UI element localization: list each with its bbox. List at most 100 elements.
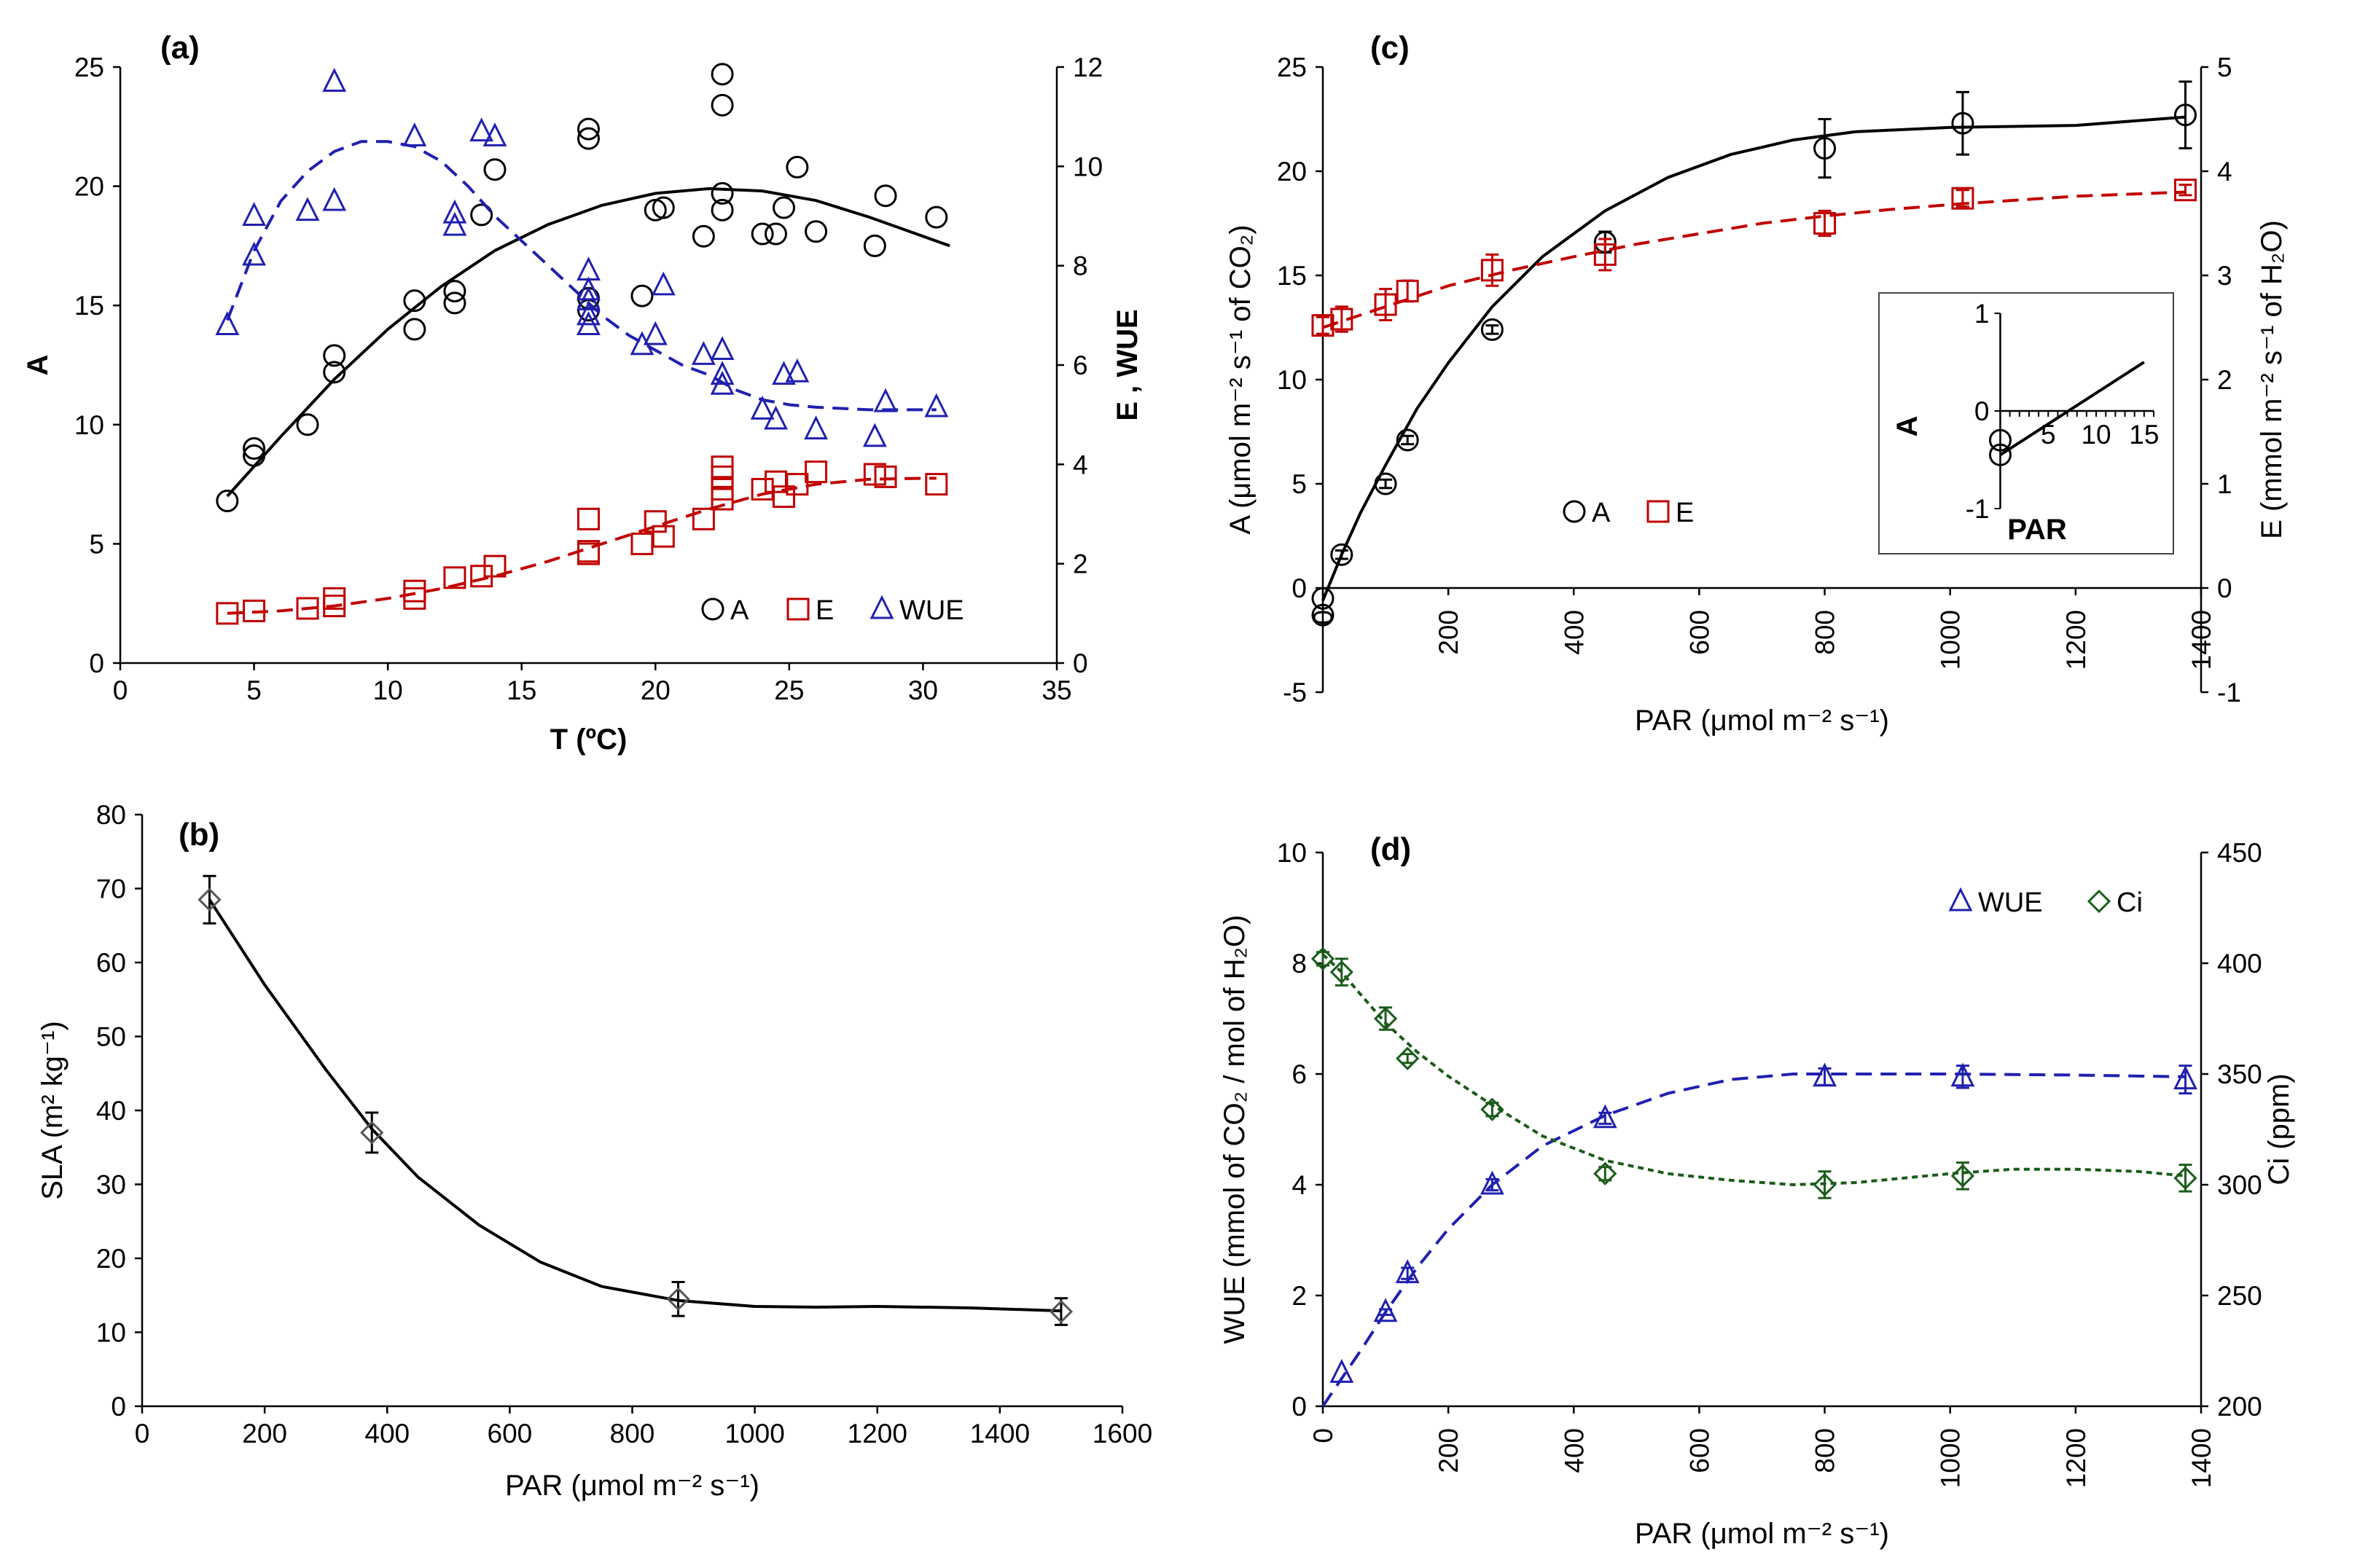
data-point-WUE (764, 405, 788, 430)
x-tick-label: 1400 (2187, 1428, 2216, 1488)
y-tick-label-left: 4 (1291, 1170, 1307, 1200)
y-tick-label: 0 (111, 1392, 126, 1422)
data-point-WUE (482, 122, 507, 146)
x-tick-label: 200 (1434, 610, 1463, 655)
data-point-E (1374, 293, 1397, 316)
data-point-A (403, 318, 426, 341)
data-point-A (483, 158, 507, 181)
data-point-Ci (1329, 960, 1353, 984)
y-tick-label-right: -1 (2217, 678, 2241, 707)
y-tick-label-right: 200 (2217, 1392, 2262, 1422)
data-point-Ci (1310, 946, 1335, 971)
inset-y-title: A (1891, 416, 1923, 437)
data-point-E (296, 597, 319, 620)
y-tick-label-right: 4 (2217, 157, 2232, 187)
data-point-E (1813, 212, 1837, 235)
inset-data-point (1988, 428, 2012, 452)
y-axis-title-right: Ci (ppm) (2263, 1073, 2295, 1185)
panel-label: (b) (179, 817, 219, 852)
legend-marker-A (701, 597, 724, 621)
data-point-WUE (577, 256, 601, 281)
data-point-WUE (242, 241, 266, 266)
x-axis-title: PAR (μmol m⁻² s⁻¹) (1635, 705, 1889, 737)
data-point-A (786, 155, 809, 179)
legend-label: A (730, 595, 749, 626)
y-tick-label-left: 25 (1277, 52, 1307, 82)
x-tick-label: 800 (610, 1419, 655, 1449)
x-tick-label: 20 (641, 675, 671, 705)
y-tick-label-right: 450 (2217, 838, 2262, 868)
y-tick-label-right: 0 (2217, 573, 2232, 603)
fit-curve-E (227, 477, 937, 615)
legend: A E WUE (701, 595, 964, 626)
data-point-A (2173, 103, 2197, 127)
data-point-SLA (198, 887, 222, 912)
x-tick-label: 35 (1042, 675, 1071, 705)
data-point-WUE (215, 311, 240, 335)
data-point-E (443, 566, 466, 589)
data-point-E (243, 599, 266, 622)
data-point-A (1374, 472, 1397, 495)
legend-marker-E (786, 597, 810, 621)
data-point-E (577, 540, 600, 563)
data-point-A (243, 437, 266, 460)
data-point-A (765, 222, 787, 246)
inset-x-title: PAR (2007, 514, 2067, 546)
data-point-A (470, 203, 493, 227)
data-point-WUE (442, 199, 467, 224)
data-point-WUE (643, 321, 668, 345)
x-tick-label: 10 (373, 675, 403, 705)
data-point-E (1951, 187, 1974, 210)
panel-label: (d) (1370, 831, 1411, 867)
data-point-E (216, 602, 239, 625)
y-tick-label-right: 250 (2217, 1281, 2262, 1311)
x-axis-title: T (ºC) (550, 724, 628, 756)
y-tick-label-right: 5 (2217, 52, 2232, 82)
x-axis-title: PAR (μmol m⁻² s⁻¹) (505, 1470, 759, 1502)
data-point-E (1593, 243, 1617, 266)
x-tick-label: 800 (1810, 610, 1840, 655)
data-point-A (1396, 428, 1419, 452)
legend-label: Ci (2117, 887, 2143, 918)
y-axis-title-left: WUE (mmol of CO₂ / mol of H₂O) (1219, 915, 1251, 1344)
inset-y-tick-label: 0 (1974, 396, 1990, 426)
x-tick-label: 600 (488, 1419, 533, 1449)
data-point-A (323, 344, 346, 367)
data-point-A (1813, 137, 1837, 160)
y-axis-title-right: E (mmol m⁻² s⁻¹ of H₂O) (2256, 220, 2288, 539)
x-tick-label: 1000 (724, 1419, 784, 1449)
y-tick-label: 60 (96, 948, 126, 978)
data-point-WUE (1373, 1298, 1398, 1322)
x-tick-label: 200 (1434, 1428, 1463, 1473)
legend-label: WUE (899, 595, 964, 626)
data-point-A (1951, 111, 1974, 135)
data-point-WUE (469, 117, 494, 142)
panel-label: (a) (160, 30, 200, 66)
panel-label: (c) (1370, 30, 1410, 66)
x-tick-label: 1000 (1936, 610, 1966, 670)
panel-c: 0 200 400 600 800 1000 1200 1400-50510152025-10… (1224, 30, 2288, 737)
data-point-SLA (1049, 1299, 1074, 1324)
x-tick-label: 1000 (1936, 1428, 1966, 1488)
data-point-A (711, 181, 734, 205)
data-point-A (652, 196, 675, 219)
data-point-A (443, 291, 466, 315)
y-tick-label-left: 25 (74, 52, 104, 82)
data-point-A (863, 234, 886, 257)
y-tick-label: 30 (96, 1170, 126, 1200)
data-point-WUE (322, 68, 347, 92)
x-tick-label: 15 (507, 675, 536, 705)
data-point-A (443, 280, 466, 303)
data-point-Ci (2173, 1166, 2197, 1191)
data-point-WUE (1593, 1104, 1617, 1129)
data-point-E (323, 587, 346, 610)
fit-curve-SLA (208, 898, 1061, 1313)
data-point-E (644, 510, 667, 533)
y-tick-label-left: 2 (1291, 1281, 1307, 1311)
data-point-A (1311, 603, 1334, 627)
data-point-E (874, 465, 897, 488)
x-tick-label: 0 (1308, 1428, 1338, 1443)
data-point-E (483, 554, 507, 578)
data-point-A (874, 184, 897, 208)
